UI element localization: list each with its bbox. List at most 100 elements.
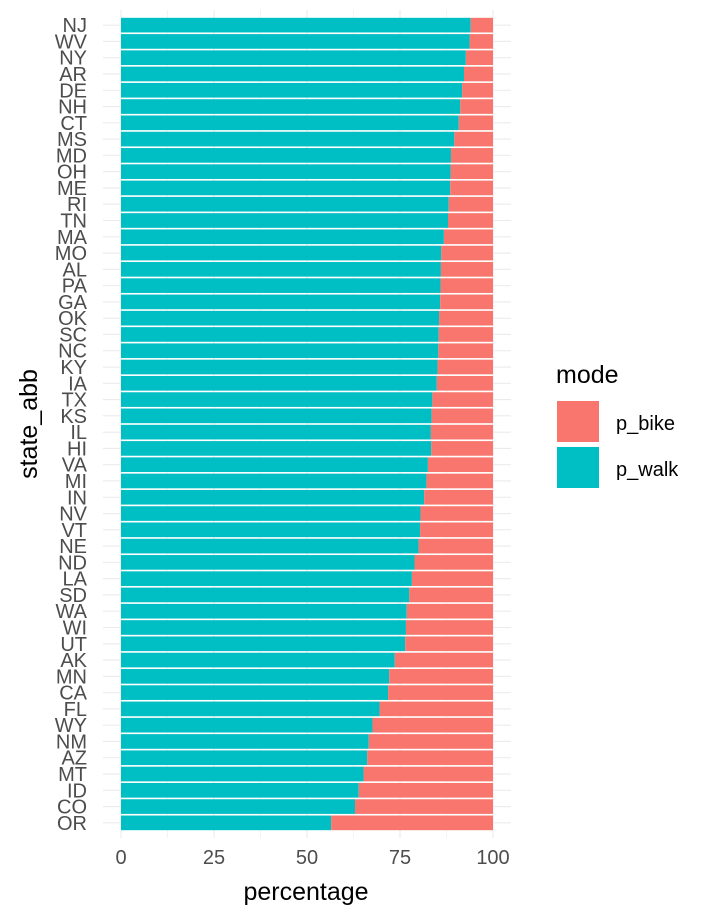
bar-p-walk-id — [121, 782, 359, 798]
bar-p-walk-nd — [121, 555, 415, 570]
bar-p-bike-ma — [443, 229, 493, 245]
legend-title: mode — [556, 361, 619, 389]
bar-p-bike-ne — [418, 538, 493, 554]
bar-p-bike-mi — [426, 473, 493, 489]
bar-p-walk-il — [121, 424, 431, 440]
bar-p-walk-pa — [121, 278, 441, 293]
y-tick-label: WA — [56, 601, 88, 623]
bar-p-walk-mn — [121, 669, 390, 684]
bar-p-walk-ak — [121, 652, 395, 668]
bar-p-walk-ut — [121, 636, 406, 652]
y-tick-label: NV — [59, 504, 87, 526]
y-tick-label: TN — [60, 211, 87, 233]
y-tick-label: OR — [57, 813, 87, 835]
y-tick-label: IN — [67, 487, 87, 509]
bar-p-bike-ms — [454, 131, 493, 147]
y-tick-label: NM — [56, 731, 87, 753]
y-tick-label: ID — [67, 780, 87, 802]
bar-p-bike-ny — [465, 50, 493, 66]
bar-p-walk-ga — [121, 294, 441, 310]
x-tick-label: 0 — [115, 847, 126, 869]
y-tick-label: IL — [70, 422, 87, 444]
bar-p-bike-nd — [414, 555, 493, 570]
bar-p-bike-sc — [438, 327, 493, 342]
bar-p-walk-de — [121, 82, 463, 98]
y-tick-label: WI — [63, 618, 87, 640]
bar-p-walk-tx — [121, 392, 433, 407]
bar-p-bike-oh — [450, 164, 493, 179]
y-tick-label: CA — [59, 683, 87, 705]
y-tick-label: OH — [57, 162, 87, 184]
bar-p-walk-sd — [121, 587, 410, 603]
bar-p-bike-la — [411, 571, 493, 586]
bar-p-walk-wy — [121, 717, 373, 733]
y-tick-label: RI — [67, 194, 87, 216]
bar-p-bike-hi — [431, 441, 493, 456]
bar-p-bike-ut — [405, 636, 493, 652]
bar-p-walk-ks — [121, 408, 432, 424]
y-tick-label: WV — [55, 31, 88, 53]
bar-p-bike-nm — [368, 734, 493, 749]
y-tick-label: VT — [61, 520, 87, 542]
bar-p-walk-co — [121, 799, 355, 814]
bar-p-walk-nm — [121, 734, 369, 749]
x-tick-labels: 0 25 50 75 100 — [115, 847, 509, 869]
y-tick-label: ME — [57, 178, 87, 200]
bars — [121, 17, 493, 831]
bar-p-bike-ks — [431, 408, 493, 424]
bar-p-walk-nh — [121, 99, 461, 114]
y-tick-label: LA — [63, 569, 88, 591]
bar-p-bike-il — [430, 424, 493, 440]
bar-p-bike-tx — [432, 392, 493, 407]
y-tick-label: KS — [60, 406, 87, 428]
y-tick-label: CO — [57, 797, 87, 819]
y-tick-label: HI — [67, 438, 87, 460]
bar-p-bike-va — [427, 457, 493, 473]
bar-p-walk-va — [121, 457, 428, 473]
bar-p-bike-fl — [379, 701, 493, 717]
bar-p-bike-ak — [394, 652, 493, 668]
y-tick-label: PA — [62, 276, 88, 298]
bar-p-walk-in — [121, 489, 425, 505]
bar-p-walk-hi — [121, 441, 432, 456]
bar-p-bike-pa — [440, 278, 493, 293]
bar-p-walk-ne — [121, 538, 419, 554]
bar-p-walk-ia — [121, 375, 437, 391]
legend-swatch-p-walk — [557, 447, 599, 488]
bar-p-walk-mo — [121, 245, 442, 261]
x-tick-label: 75 — [389, 847, 411, 869]
y-tick-label: UT — [60, 634, 87, 656]
bar-p-bike-ok — [439, 310, 493, 326]
bar-p-bike-ky — [437, 359, 493, 375]
bar-p-bike-ar — [463, 66, 493, 82]
bar-p-walk-az — [121, 750, 368, 766]
bar-p-walk-wv — [121, 34, 470, 49]
legend-label-p-bike: p_bike — [616, 413, 675, 435]
bar-p-bike-mo — [441, 245, 493, 261]
bar-p-bike-vt — [420, 522, 493, 538]
bar-p-walk-vt — [121, 522, 421, 538]
y-tick-label: SC — [59, 324, 87, 346]
bar-p-walk-ny — [121, 50, 466, 66]
legend-label-p-walk: p_walk — [616, 459, 679, 481]
bar-p-walk-sc — [121, 327, 439, 342]
bar-p-bike-sd — [409, 587, 493, 603]
bar-p-bike-in — [424, 489, 493, 505]
x-axis-title: percentage — [243, 878, 368, 906]
y-tick-label: NC — [58, 341, 87, 363]
bar-p-walk-nj — [121, 17, 471, 33]
bar-p-bike-or — [331, 815, 493, 831]
bar-p-bike-ri — [448, 196, 493, 212]
bar-p-walk-ms — [121, 131, 455, 147]
y-tick-labels: NJWVNYARDENHCTMSMDOHMERITNMAMOALPAGAOKSC… — [55, 15, 88, 835]
bar-p-walk-or — [121, 815, 332, 831]
y-tick-label: MS — [57, 129, 87, 151]
y-axis-title: state_abb — [15, 369, 43, 479]
bar-p-walk-ri — [121, 196, 449, 212]
bar-p-walk-ca — [121, 685, 389, 700]
bar-p-bike-wv — [469, 34, 493, 49]
bar-p-bike-id — [358, 782, 493, 798]
bar-p-bike-az — [367, 750, 493, 766]
bar-p-bike-wa — [406, 603, 493, 619]
